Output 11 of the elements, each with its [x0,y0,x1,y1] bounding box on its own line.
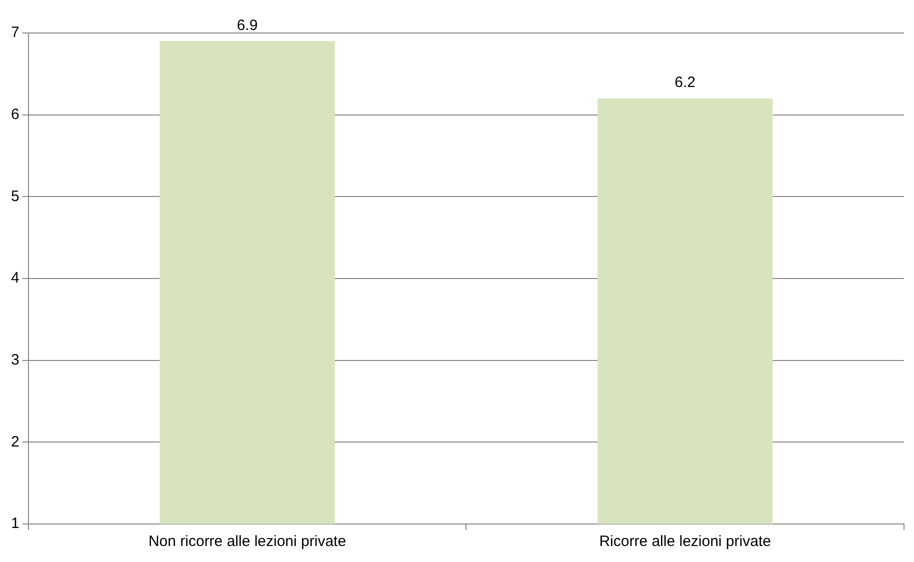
data-label: 6.2 [674,74,696,92]
data-label: 6.9 [236,16,258,34]
y-tick-label: 1 [11,515,20,532]
y-tick-label: 4 [11,270,20,287]
x-tick-label: Non ricorre alle lezioni private [148,533,346,550]
y-tick-label: 2 [11,433,20,450]
y-tick-label: 3 [11,351,20,368]
y-tick-label: 6 [11,106,20,123]
x-tick-label: Ricorre alle lezioni private [599,533,771,550]
y-tick-label: 5 [11,188,20,205]
y-tick-label: 7 [11,24,20,42]
